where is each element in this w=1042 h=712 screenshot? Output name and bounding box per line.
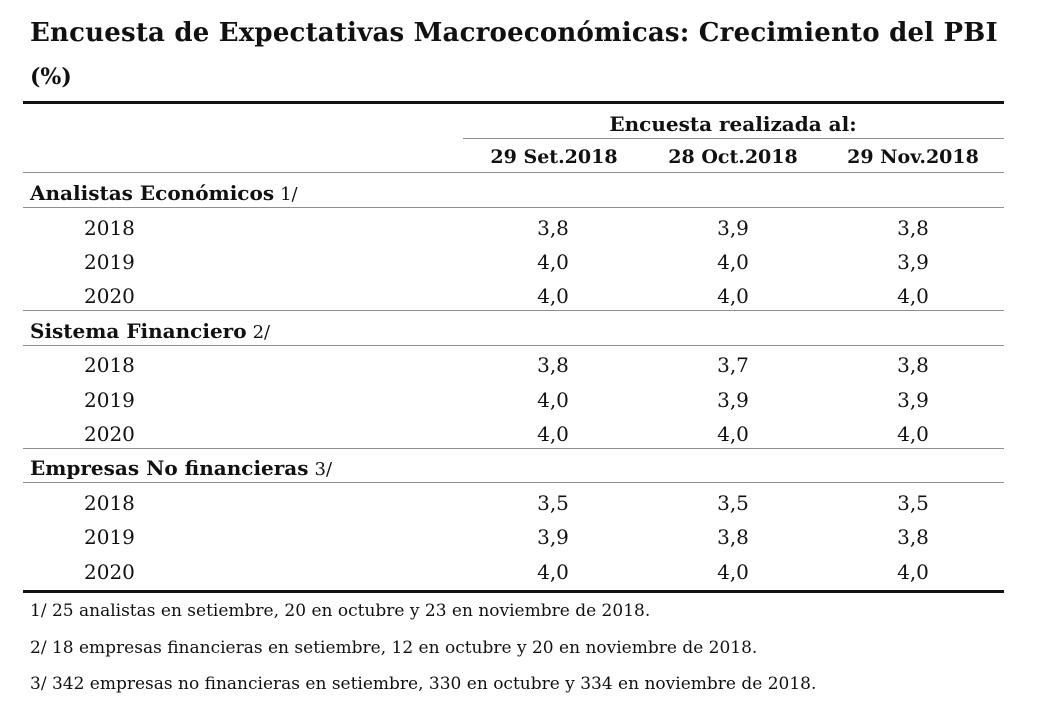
column-header-oct-2018: 28 Oct.2018 [668,146,798,168]
group-label-text: Sistema Financiero [30,319,247,343]
table-cell: 4,0 [537,284,569,308]
table-cell: 4,0 [537,388,569,412]
table-cell: 4,0 [897,560,929,584]
group-label-text: Analistas Económicos [30,181,275,205]
table-cell: 4,0 [717,284,749,308]
group-label-empresas-no-financieras: Empresas No financieras 3/ [30,456,332,480]
group-separator [23,310,1004,311]
table-cell: 3,9 [717,388,749,412]
table-cell: 4,0 [717,250,749,274]
table-cell: 3,5 [717,491,749,515]
group-rule [23,207,1004,208]
table-cell: 3,5 [897,491,929,515]
group-note: 3/ [314,459,333,480]
table-title: Encuesta de Expectativas Macroeconómicas… [30,18,998,48]
table-cell: 3,9 [537,525,569,549]
bottom-rule [23,590,1004,593]
row-year: 2018 [84,216,135,240]
table-cell: 3,8 [897,216,929,240]
table-cell: 3,9 [897,250,929,274]
row-year: 2018 [84,491,135,515]
table-cell: 4,0 [537,250,569,274]
row-year: 2019 [84,525,135,549]
group-rule [23,345,1004,346]
footnote-2: 2/ 18 empresas financieras en setiembre,… [30,638,758,658]
footnote-3: 3/ 342 empresas no financieras en setiem… [30,674,817,694]
table-cell: 3,8 [897,525,929,549]
table-cell: 3,8 [897,353,929,377]
group-note: 1/ [280,184,298,205]
survey-header-rule [463,138,1004,139]
table-cell: 3,5 [537,491,569,515]
group-label-analistas: Analistas Económicos 1/ [30,181,298,205]
unit-label: (%) [30,64,72,90]
survey-date-header: Encuesta realizada al: [609,112,857,136]
table-cell: 3,8 [717,525,749,549]
table-cell: 3,9 [897,388,929,412]
table-cell: 4,0 [717,560,749,584]
row-year: 2020 [84,422,135,446]
table-cell: 3,8 [537,216,569,240]
top-rule [23,101,1004,104]
group-label-text: Empresas No financieras [30,456,309,480]
row-year: 2020 [84,284,135,308]
table-cell: 3,9 [717,216,749,240]
row-year: 2019 [84,388,135,412]
table-cell: 4,0 [897,284,929,308]
column-header-nov-2018: 29 Nov.2018 [847,146,979,168]
footnote-1: 1/ 25 analistas en setiembre, 20 en octu… [30,601,651,621]
header-bottom-rule [23,172,1004,173]
table-cell: 3,8 [537,353,569,377]
row-year: 2018 [84,353,135,377]
group-rule [23,482,1004,483]
table-cell: 3,7 [717,353,749,377]
table-cell: 4,0 [717,422,749,446]
row-year: 2020 [84,560,135,584]
column-header-sep-2018: 29 Set.2018 [490,146,618,168]
table-cell: 4,0 [537,560,569,584]
group-separator [23,448,1004,449]
table-cell: 4,0 [537,422,569,446]
table-cell: 4,0 [897,422,929,446]
group-note: 2/ [252,322,271,343]
row-year: 2019 [84,250,135,274]
group-label-sistema-financiero: Sistema Financiero 2/ [30,319,270,343]
